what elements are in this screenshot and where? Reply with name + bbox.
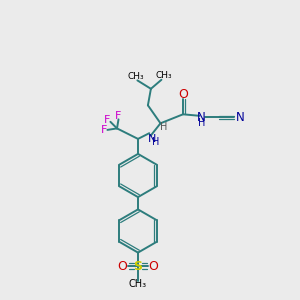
Text: O: O (118, 260, 127, 273)
Text: CH₃: CH₃ (129, 279, 147, 289)
Text: S: S (134, 260, 142, 273)
Text: CH₃: CH₃ (155, 71, 172, 80)
Text: H: H (160, 122, 167, 132)
Text: O: O (149, 260, 158, 273)
Text: F: F (101, 125, 108, 135)
Text: H: H (198, 118, 205, 128)
Text: F: F (115, 111, 122, 122)
Text: N: N (236, 111, 244, 124)
Text: N: N (196, 111, 206, 124)
Text: O: O (178, 88, 188, 101)
Text: F: F (104, 115, 111, 125)
Text: N: N (148, 134, 156, 144)
Text: H: H (152, 137, 160, 147)
Text: CH₃: CH₃ (128, 72, 144, 81)
